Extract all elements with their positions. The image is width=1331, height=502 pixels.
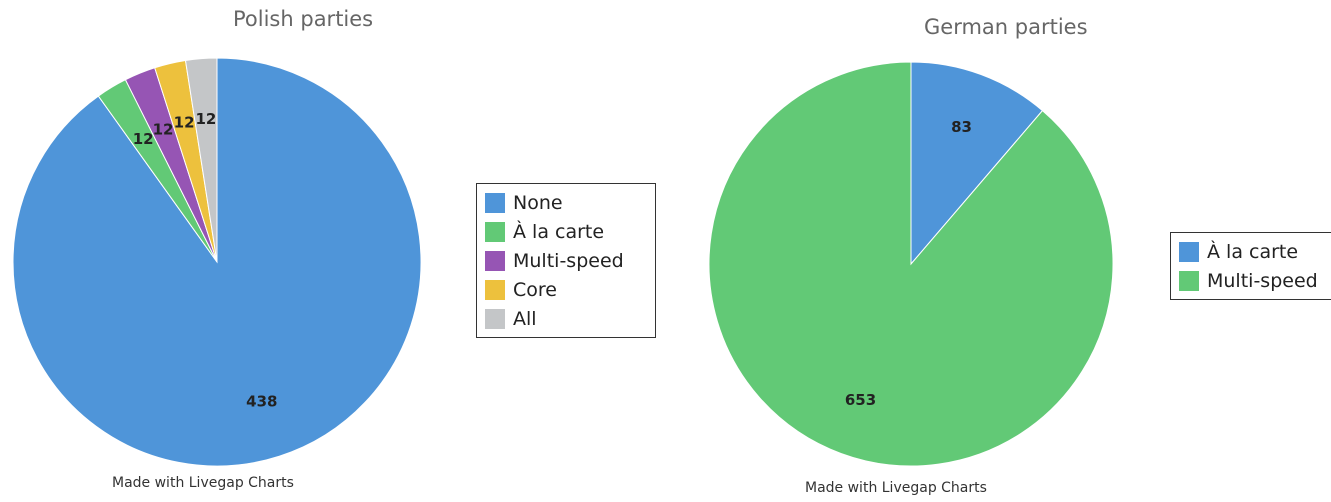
- legend-label: Multi-speed: [513, 249, 624, 272]
- slice-label-multi-speed: 653: [845, 391, 876, 409]
- german-pie-chart: 83 653: [708, 61, 1114, 467]
- pie-slice-multi-speed: [708, 61, 1114, 467]
- legend-label: None: [513, 191, 563, 214]
- legend-label: Multi-speed: [1207, 269, 1318, 292]
- legend-swatch: [1179, 270, 1199, 291]
- chart-title: German parties: [924, 15, 1088, 39]
- legend-label: À la carte: [1207, 240, 1299, 263]
- legend-item-multi-speed[interactable]: Multi-speed: [485, 246, 647, 275]
- slice-label-all: 12: [195, 110, 216, 128]
- slice-label-a-la-carte: 12: [133, 130, 154, 148]
- legend-swatch: [485, 192, 505, 213]
- slice-label-none: 438: [246, 392, 277, 410]
- legend-swatch: [485, 250, 505, 271]
- polish-chart-panel: Polish parties 438 12 12 12 12 None À la cart…: [0, 0, 660, 502]
- footer-credit: Made with Livegap Charts: [805, 480, 987, 496]
- slice-labels: 83 653: [845, 118, 972, 409]
- legend-item-a-la-carte[interactable]: À la carte: [485, 217, 647, 246]
- pie-slices: [708, 61, 1114, 467]
- slice-label-core: 12: [174, 114, 195, 132]
- pie-slice-a-la-carte: [910, 61, 1044, 266]
- legend-label: All: [513, 307, 537, 330]
- legend-swatch: [485, 308, 505, 329]
- legend-item-multi-speed[interactable]: Multi-speed: [1179, 266, 1331, 295]
- legend-swatch: [485, 221, 505, 242]
- chart-title: Polish parties: [233, 7, 374, 31]
- legend-item-core[interactable]: Core: [485, 275, 647, 304]
- chart-legend: None À la carte Multi-speed Core All: [476, 183, 656, 338]
- slice-label-multi-speed: 12: [153, 120, 174, 138]
- legend-label: Core: [513, 278, 557, 301]
- legend-item-a-la-carte[interactable]: À la carte: [1179, 237, 1331, 266]
- legend-label: À la carte: [513, 220, 605, 243]
- legend-item-all[interactable]: All: [485, 304, 647, 333]
- pie-slice-all: [184, 57, 218, 263]
- chart-legend: À la carte Multi-speed: [1170, 232, 1331, 300]
- pie-slices: [12, 57, 422, 467]
- legend-swatch: [1179, 241, 1199, 262]
- footer-credit: Made with Livegap Charts: [112, 475, 294, 491]
- german-chart-panel: German parties 83 653 À la carte Multi-spe…: [660, 0, 1331, 502]
- slice-label-a-la-carte: 83: [951, 118, 972, 136]
- legend-swatch: [485, 279, 505, 300]
- legend-item-none[interactable]: None: [485, 188, 647, 217]
